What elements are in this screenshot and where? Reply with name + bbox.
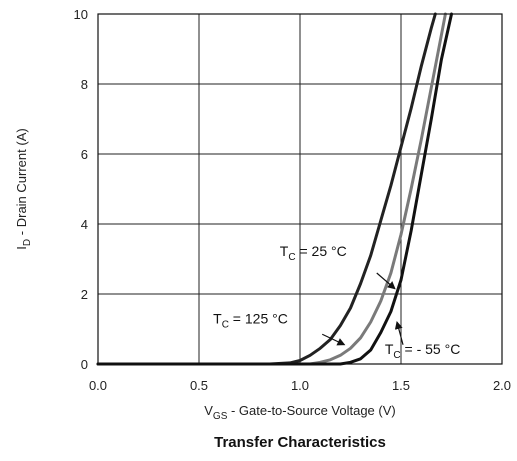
annotation-arrow	[394, 321, 404, 345]
annotation-arrow	[376, 272, 396, 290]
chart-title: Transfer Characteristics	[214, 434, 386, 451]
annotation-sub: C	[288, 252, 295, 263]
x-axis-label-rest: - Gate-to-Source Voltage (V)	[227, 403, 395, 418]
x-tick-label: 2.0	[493, 378, 511, 393]
y-axis-label-rest: - Drain Current (A)	[14, 128, 29, 239]
y-tick-label: 2	[81, 287, 88, 302]
annotation-sub: C	[393, 350, 400, 361]
x-tick-label: 0.0	[89, 378, 107, 393]
x-tick-label: 1.0	[291, 378, 309, 393]
x-axis-label-main: V	[204, 403, 213, 418]
annotation-label-1: TC = 25 °C	[280, 243, 347, 263]
x-tick-label: 1.5	[392, 378, 410, 393]
curve-annotations: TC = 25 °CTC = 125 °CTC = - 55 °C	[213, 243, 460, 361]
series-line-3	[96, 12, 453, 366]
y-tick-label: 8	[81, 77, 88, 92]
y-tick-label: 6	[81, 147, 88, 162]
series-line-2	[96, 12, 447, 366]
y-axis-label-sub: D	[22, 239, 33, 246]
annotation-sub: C	[222, 319, 229, 330]
y-tick-label: 0	[81, 357, 88, 372]
annotation-label-3: TC = - 55 °C	[385, 341, 460, 361]
y-tick-labels: 0 2 4 6 8 10	[74, 7, 88, 372]
y-tick-label: 4	[81, 217, 88, 232]
y-axis-label-main: I	[14, 246, 29, 250]
y-axis-label: ID - Drain Current (A)	[14, 128, 33, 249]
x-axis-label-sub: GS	[213, 411, 228, 422]
annotation-rest: = 125 °C	[229, 310, 288, 326]
y-tick-label: 10	[74, 7, 88, 22]
x-tick-label: 0.5	[190, 378, 208, 393]
annotation-main: T	[385, 341, 394, 357]
series-lines	[96, 12, 453, 366]
plot-frame	[97, 13, 503, 365]
annotation-rest: = - 55 °C	[401, 341, 461, 357]
annotation-rest: = 25 °C	[296, 243, 347, 259]
x-axis-label: VGS - Gate-to-Source Voltage (V)	[204, 403, 395, 422]
x-tick-labels: 0.0 0.5 1.0 1.5 2.0	[89, 378, 511, 393]
annotation-main: T	[213, 310, 222, 326]
annotation-main: T	[280, 243, 289, 259]
series-line-1	[96, 12, 437, 366]
annotation-label-2: TC = 125 °C	[213, 310, 288, 330]
annotation-arrow	[321, 333, 346, 346]
